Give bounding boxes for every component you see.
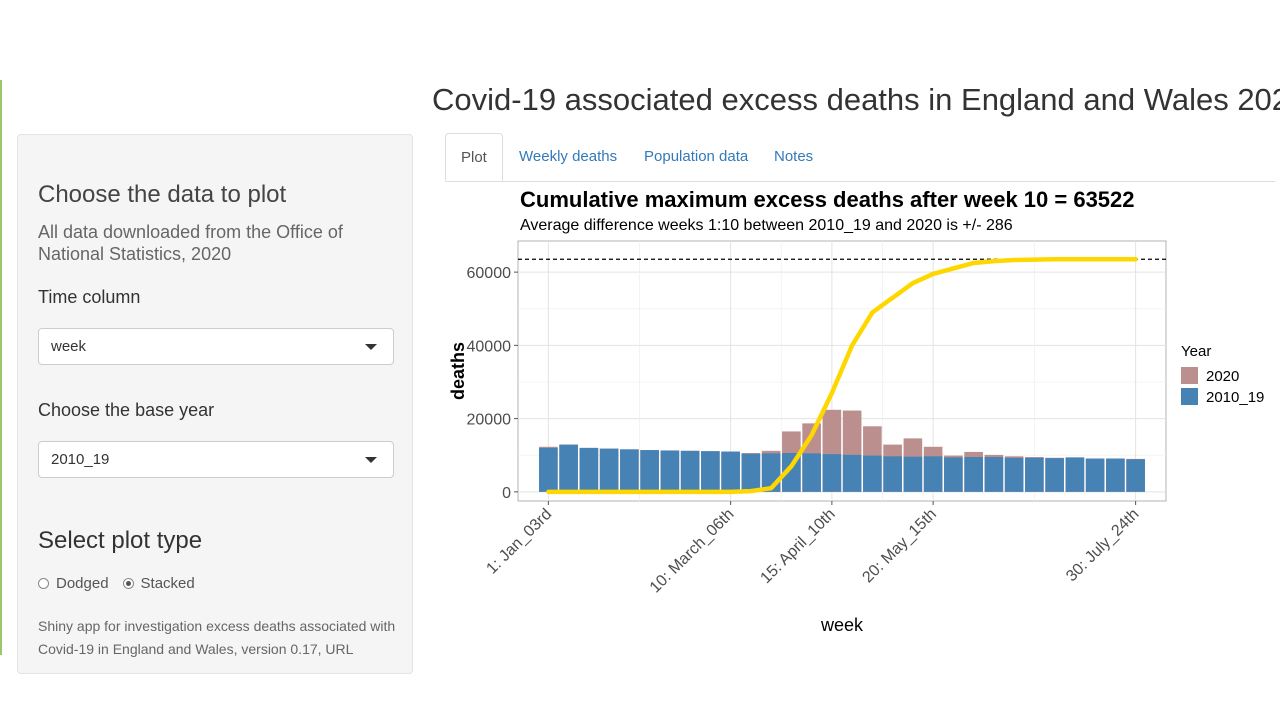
bar-2010-19: [1025, 457, 1044, 492]
bar-2010-19: [863, 455, 882, 492]
bar-2010-19: [883, 456, 902, 492]
radio-option-stacked[interactable]: Stacked: [122, 575, 195, 592]
bar-2010-19: [903, 456, 923, 492]
bar-2010-19: [599, 448, 619, 492]
x-axis-title: week: [820, 615, 864, 635]
plot-type-radio-group: Dodged Stacked: [38, 575, 209, 592]
time-column-label: Time column: [38, 287, 141, 307]
bar-2010-19: [660, 450, 680, 492]
time-column-value: week: [51, 338, 87, 355]
bar-2010-19: [701, 451, 720, 492]
bar-2010-19: [1065, 457, 1085, 492]
x-tick-label: 20: May_15th: [859, 506, 940, 587]
cumulative-excess-line: [546, 256, 1138, 495]
bar-2010-19: [923, 456, 943, 492]
bar-2010-19: [1106, 458, 1125, 492]
x-tick-label: 10: March_06th: [647, 506, 738, 597]
bar-2010-19: [1045, 458, 1064, 492]
radio-dodged[interactable]: [38, 578, 49, 589]
plot-subtitle: Average difference weeks 1:10 between 20…: [520, 217, 1013, 234]
y-tick-label: 40000: [467, 338, 512, 355]
y-tick-label: 0: [502, 485, 511, 502]
base-year-select[interactable]: 2010_19: [38, 441, 394, 478]
x-tick-label: 1: Jan_03rd: [483, 506, 555, 578]
plot-type-label: Select plot type: [38, 527, 203, 554]
bar-2010-19: [680, 450, 700, 492]
radio-option-dodged[interactable]: Dodged: [38, 575, 109, 592]
app-title: Covid-19 associated excess deaths in Eng…: [432, 82, 1280, 117]
sidebar-description: All data downloaded from the Office of N…: [38, 222, 343, 264]
bar-2010-19: [620, 449, 639, 492]
tab-weekly-deaths[interactable]: Weekly deaths: [519, 148, 618, 165]
excess-deaths-chart: 0 20000 40000 60000 1: Jan_03rd 10: March_06t…: [448, 240, 1264, 635]
legend-label: 2010_19: [1206, 389, 1264, 406]
bar-2010-19: [539, 447, 558, 492]
bar-2010-19: [640, 450, 659, 492]
y-tick-label: 20000: [467, 412, 512, 429]
left-edge-strip: [0, 80, 2, 655]
radio-dodged-label: Dodged: [56, 575, 109, 592]
bar-2010-19: [721, 451, 740, 492]
base-year-value: 2010_19: [51, 451, 110, 468]
bar-2010-19: [842, 454, 862, 492]
y-axis-title: deaths: [448, 342, 468, 400]
bar-2010-19: [1004, 457, 1024, 492]
bar-2010-19: [1126, 459, 1145, 492]
sidebar-panel: Choose the data to plot All data downloa…: [17, 134, 413, 674]
bar-2010-19: [579, 447, 599, 492]
radio-stacked-label: Stacked: [140, 575, 195, 592]
radio-stacked[interactable]: [122, 578, 134, 589]
bar-2010-19: [964, 457, 983, 492]
legend-swatch: [1181, 388, 1198, 405]
legend-title: Year: [1181, 343, 1211, 360]
legend-label: 2020: [1206, 368, 1239, 385]
bar-2010-19: [822, 454, 842, 492]
y-tick-label: 60000: [467, 265, 512, 282]
plot-title: Cumulative maximum excess deaths after w…: [520, 187, 1135, 212]
x-tick-label: 15: April_10th: [757, 506, 838, 587]
tab-bar: Plot Weekly deaths Population data Notes: [445, 133, 1275, 182]
tab-plot[interactable]: Plot: [445, 133, 503, 181]
bar-2010-19: [559, 444, 578, 492]
chevron-down-icon: [365, 457, 377, 463]
bar-2010-19: [1085, 458, 1105, 492]
sidebar-footer-text: Shiny app for investigation excess death…: [38, 618, 396, 657]
tab-population-data[interactable]: Population data: [644, 148, 749, 165]
bar-2010-19: [741, 453, 761, 492]
base-year-label: Choose the base year: [38, 400, 215, 420]
x-tick-label: 30: July_24th: [1063, 506, 1142, 585]
legend-swatch: [1181, 367, 1198, 384]
bar-2010-19: [984, 457, 1004, 492]
time-column-select[interactable]: week: [38, 328, 394, 365]
tab-notes[interactable]: Notes: [774, 148, 814, 165]
chevron-down-icon: [365, 344, 377, 350]
sidebar-heading: Choose the data to plot: [38, 181, 287, 208]
bar-2010-19: [802, 453, 821, 492]
bar-2010-19: [944, 457, 963, 492]
